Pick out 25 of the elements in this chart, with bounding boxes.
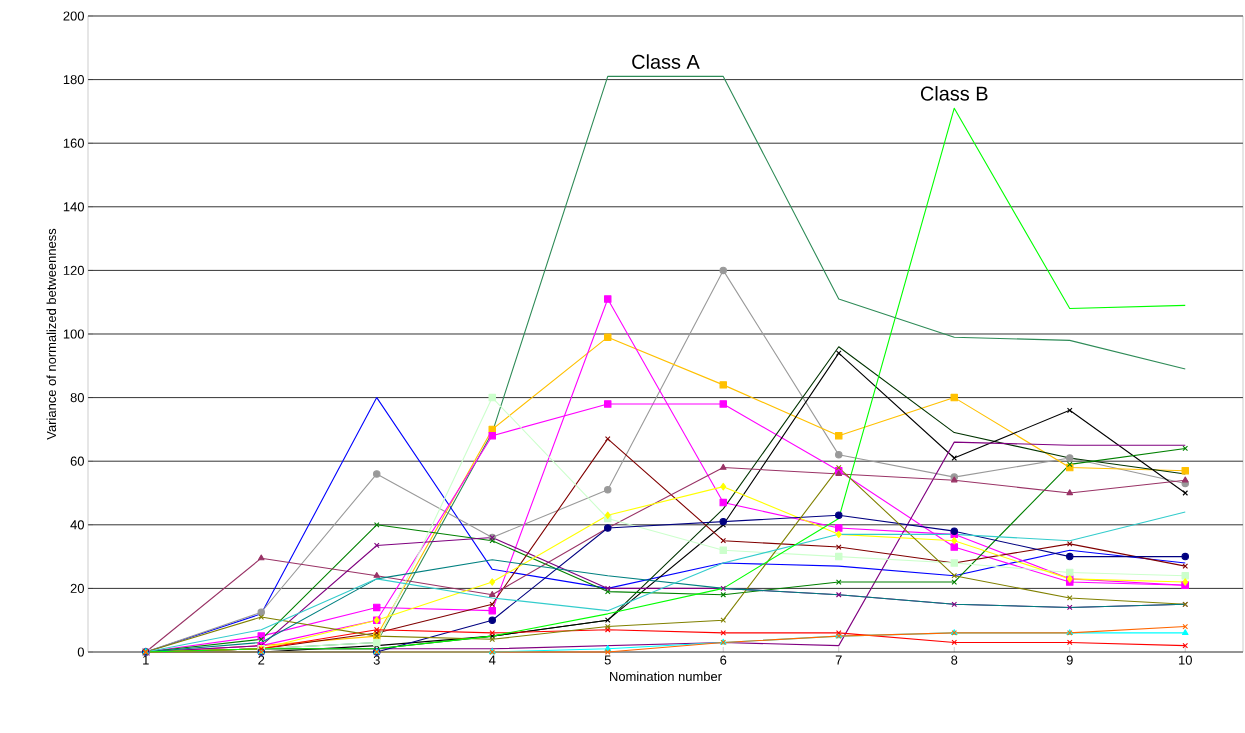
y-tick-label: 160 [63,138,84,148]
y-tick-label: 40 [70,520,84,530]
x-tick-label: 4 [488,655,496,665]
annotation: Class B [920,86,988,101]
annotation: Class A [632,54,700,69]
y-tick-label: 0 [77,647,84,657]
x-tick-label: 9 [1066,655,1073,665]
y-tick-label: 120 [63,265,84,275]
x-tick-label: 5 [604,655,611,665]
y-tick-label: 100 [63,329,84,339]
x-tick-label: 7 [835,655,842,665]
x-tick-label: 6 [720,655,727,665]
y-axis-title: Variance of normalized betweenness [46,228,57,440]
x-tick-label: 10 [1179,655,1192,665]
y-tick-label: 60 [70,456,84,466]
x-tick-label: 1 [143,655,149,665]
y-tick-label: 140 [63,202,84,212]
x-tick-label: 8 [951,655,958,665]
y-tick-label: 200 [63,11,84,21]
x-tick-label: 2 [258,655,265,665]
x-axis-title: Nomination number [610,671,722,682]
y-tick-label: 180 [63,75,84,85]
y-tick-label: 20 [70,583,84,593]
x-tick-label: 3 [373,655,380,665]
y-tick-label: 80 [70,393,84,403]
